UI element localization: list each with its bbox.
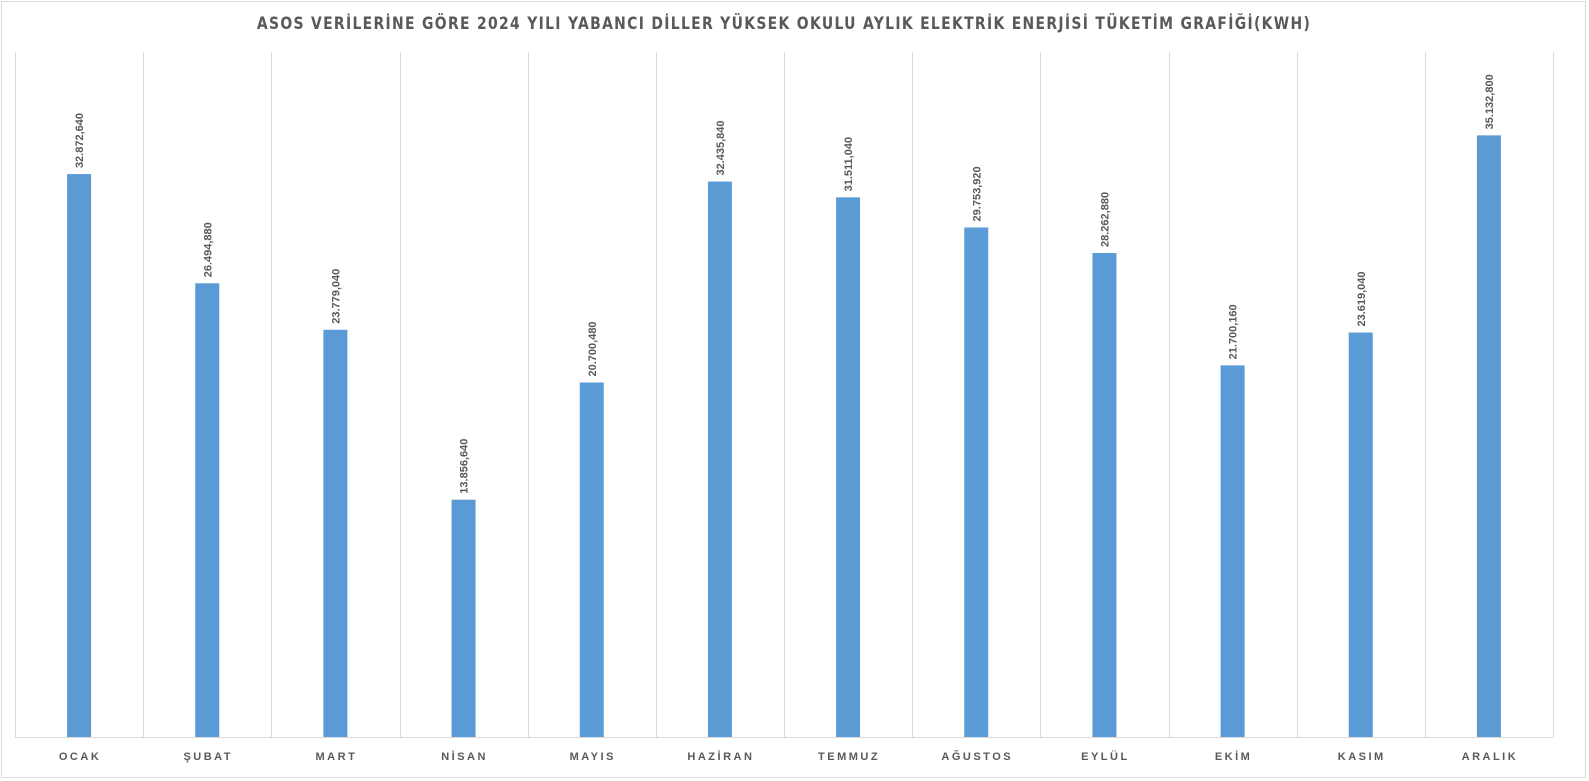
data-label: 29.753,920 bbox=[971, 166, 983, 221]
data-label: 20.700,480 bbox=[587, 321, 599, 376]
bar-2 bbox=[195, 283, 220, 737]
data-label: 35.132,800 bbox=[1484, 74, 1496, 129]
x-tick-label: EYLÜL bbox=[1081, 750, 1130, 763]
data-label: 23.619,040 bbox=[1356, 271, 1368, 326]
x-tick-label: KASIM bbox=[1338, 751, 1386, 763]
data-label: 23.779,040 bbox=[330, 269, 342, 324]
x-tick-label: ŞUBAT bbox=[183, 751, 233, 763]
data-label: 21.700,160 bbox=[1228, 304, 1240, 359]
x-tick-label: MAYIS bbox=[570, 751, 616, 763]
x-tick-label: NİSAN bbox=[441, 750, 488, 763]
data-label: 26.494,880 bbox=[202, 222, 214, 277]
x-tick-label: ARALIK bbox=[1462, 751, 1519, 763]
x-tick-label: HAZİRAN bbox=[687, 750, 754, 763]
x-tick-label: EKİM bbox=[1215, 750, 1253, 763]
bar-10 bbox=[1220, 365, 1245, 737]
bar-9 bbox=[1092, 252, 1117, 738]
bar-6 bbox=[707, 181, 732, 737]
data-label: 28.262,880 bbox=[1099, 192, 1111, 247]
bar-5 bbox=[579, 382, 604, 737]
x-tick-label: AĞUSTOS bbox=[941, 750, 1013, 763]
data-label: 13.856,640 bbox=[459, 439, 471, 494]
x-tick-label: OCAK bbox=[59, 751, 101, 763]
data-label: 31.511,040 bbox=[843, 137, 855, 191]
bar-11 bbox=[1348, 332, 1373, 737]
data-label: 32.435,840 bbox=[715, 120, 727, 175]
x-tick-label: MART bbox=[316, 751, 358, 763]
data-label: 32.872,640 bbox=[74, 113, 86, 168]
bar-3 bbox=[323, 329, 348, 737]
chart-title: ASOS VERİLERİNE GÖRE 2024 YILI YABANCI D… bbox=[256, 14, 1312, 34]
bar-4 bbox=[451, 499, 476, 737]
bar-8 bbox=[964, 227, 989, 738]
bar-7 bbox=[836, 197, 861, 738]
x-tick-label: TEMMUZ bbox=[818, 751, 880, 763]
bar-1 bbox=[67, 174, 92, 738]
bar-12 bbox=[1476, 135, 1501, 737]
